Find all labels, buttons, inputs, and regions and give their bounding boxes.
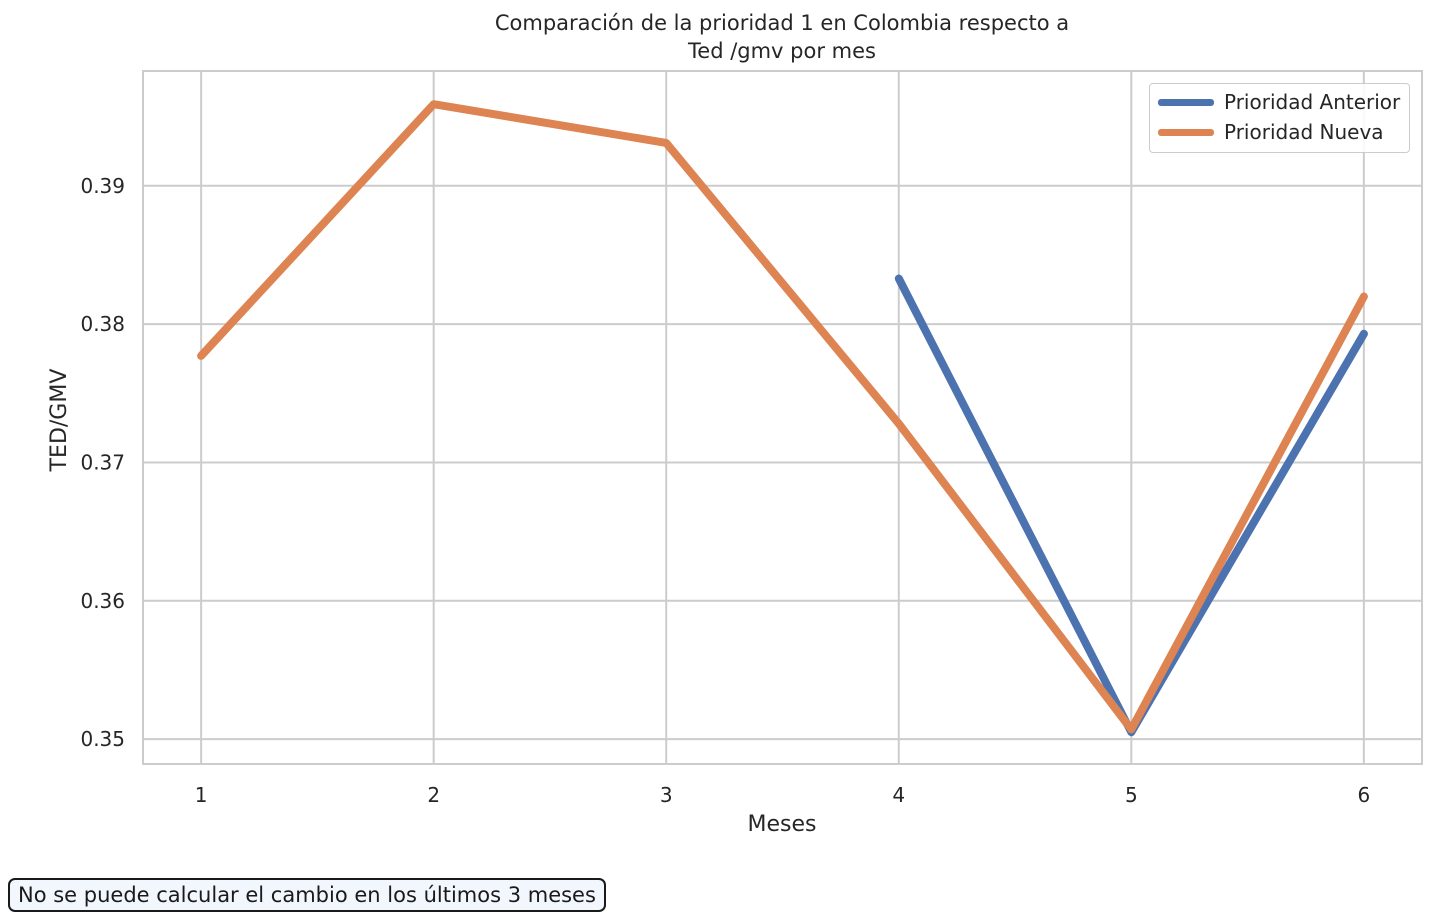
x-tick-label: 1 (195, 783, 208, 807)
x-tick-label: 3 (660, 783, 673, 807)
y-tick-label: 0.39 (80, 174, 125, 198)
legend-swatch-anterior (1158, 98, 1214, 106)
x-tick-label: 5 (1125, 783, 1138, 807)
y-tick-label: 0.36 (80, 589, 125, 613)
legend-swatch-nueva (1158, 128, 1214, 136)
plot-area-frame (142, 70, 1423, 765)
chart-legend: Prioridad Anterior Prioridad Nueva (1149, 83, 1410, 153)
tick-labels: 1 2 3 4 5 6 0.35 0.36 0.37 0.38 0.39 (80, 174, 1370, 807)
info-note: No se puede calcular el cambio en los úl… (8, 878, 606, 912)
x-tick-label: 4 (892, 783, 905, 807)
legend-label-anterior: Prioridad Anterior (1224, 90, 1401, 114)
y-axis-label: TED/GMV (47, 369, 72, 473)
grid-lines (143, 71, 1422, 764)
series-lines (197, 100, 1368, 737)
legend-item-prioridad-anterior: Prioridad Anterior (1158, 90, 1400, 114)
x-tick-label: 2 (427, 783, 440, 807)
chart-title-line-1: Comparación de la prioridad 1 en Colombi… (494, 11, 1070, 35)
x-axis-label: Meses (748, 812, 817, 837)
chart-title-line-2: Ted /gmv por mes (688, 39, 876, 63)
legend-item-prioridad-nueva: Prioridad Nueva (1158, 120, 1384, 144)
y-tick-label: 0.37 (80, 450, 125, 474)
y-tick-label: 0.38 (80, 312, 125, 336)
series-line-prioridad-nueva (197, 100, 1368, 734)
x-tick-label: 6 (1357, 783, 1370, 807)
legend-label-nueva: Prioridad Nueva (1224, 120, 1384, 144)
y-tick-label: 0.35 (80, 727, 125, 751)
